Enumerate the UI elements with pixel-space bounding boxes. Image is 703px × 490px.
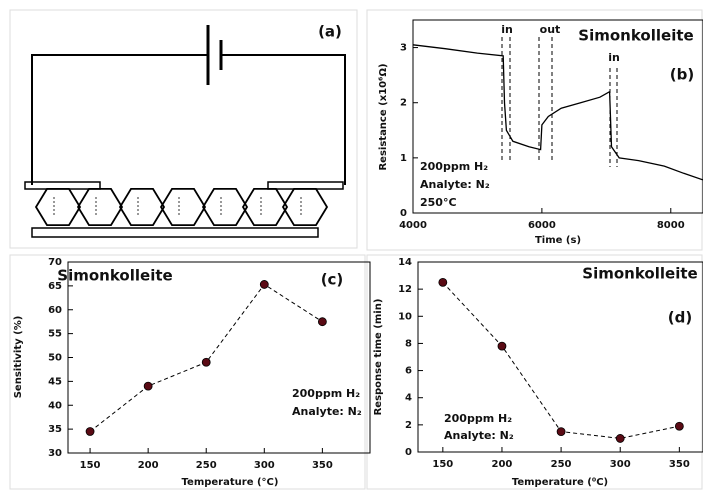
circuit bbox=[24, 25, 346, 238]
hexagon bbox=[118, 187, 166, 227]
hexagon bbox=[201, 187, 249, 227]
data-point bbox=[143, 381, 153, 391]
panel-frame bbox=[366, 9, 703, 251]
x-tick-label: 250 bbox=[551, 459, 572, 470]
hexagon bbox=[241, 187, 289, 227]
y-tick-label: 10 bbox=[398, 311, 412, 322]
panel-label: (a) bbox=[318, 23, 342, 41]
electrode bbox=[24, 181, 101, 190]
y-tick-label: 1 bbox=[400, 153, 407, 164]
annotation: Analyte: N₂ bbox=[420, 178, 490, 191]
y-tick-label: 35 bbox=[48, 424, 62, 435]
y-tick-label: 0 bbox=[405, 447, 412, 458]
data-point bbox=[259, 280, 269, 289]
hexagon bbox=[159, 187, 207, 227]
x-tick-label: 250 bbox=[196, 460, 217, 471]
chart-title: Simonkolleite bbox=[57, 267, 172, 285]
y-tick-label: 55 bbox=[48, 329, 62, 340]
annotation: Analyte: N₂ bbox=[292, 405, 362, 418]
x-axis-label: Time (s) bbox=[535, 235, 581, 246]
data-point bbox=[317, 317, 327, 327]
annotation: Analyte: N₂ bbox=[444, 429, 514, 442]
x-tick-label: 300 bbox=[610, 459, 631, 470]
data-point bbox=[615, 434, 625, 443]
hexagon bbox=[34, 187, 82, 227]
wire bbox=[31, 54, 208, 185]
y-tick-label: 70 bbox=[48, 257, 62, 268]
annotation: in bbox=[608, 51, 620, 64]
x-tick-label: 6000 bbox=[528, 220, 556, 231]
data-point bbox=[85, 427, 95, 436]
plot-frame bbox=[412, 19, 703, 214]
x-tick-label: 4000 bbox=[399, 220, 427, 231]
x-axis-label: Temperature (°C) bbox=[182, 477, 279, 488]
data-line bbox=[412, 44, 703, 181]
x-tick-label: 350 bbox=[669, 459, 690, 470]
y-tick-label: 65 bbox=[48, 281, 62, 292]
x-tick-label: 8000 bbox=[657, 220, 685, 231]
panel-label: (b) bbox=[670, 66, 694, 84]
y-tick-label: 30 bbox=[48, 448, 62, 459]
x-tick-label: 200 bbox=[492, 459, 513, 470]
panel-label: (c) bbox=[321, 271, 344, 289]
substrate bbox=[31, 227, 319, 238]
y-tick-label: 50 bbox=[48, 353, 62, 364]
y-tick-label: 12 bbox=[398, 284, 412, 295]
panel-frame bbox=[9, 254, 366, 490]
electrode bbox=[267, 181, 344, 190]
y-tick-label: 14 bbox=[398, 257, 412, 268]
y-tick-label: 2 bbox=[400, 98, 407, 109]
y-tick-label: 3 bbox=[400, 43, 407, 54]
y-axis-label: Response time (min) bbox=[373, 299, 384, 416]
x-axis-label: Temperature (⁰C) bbox=[512, 477, 608, 488]
y-tick-label: 45 bbox=[48, 376, 62, 387]
hexagon bbox=[76, 187, 124, 227]
panel-label: (d) bbox=[668, 309, 692, 327]
x-tick-label: 200 bbox=[138, 460, 159, 471]
annotation: out bbox=[540, 23, 561, 36]
x-tick-label: 350 bbox=[312, 460, 333, 471]
y-tick-label: 40 bbox=[48, 400, 62, 411]
data-point bbox=[674, 421, 684, 431]
y-tick-label: 4 bbox=[405, 393, 412, 404]
data-point bbox=[497, 341, 507, 351]
annotation: 200ppm H₂ bbox=[420, 160, 488, 173]
annotation: 200ppm H₂ bbox=[444, 412, 512, 425]
panel-frame bbox=[9, 9, 358, 249]
chart-title: Simonkolleite bbox=[582, 265, 697, 283]
y-tick-label: 60 bbox=[48, 305, 62, 316]
y-tick-label: 8 bbox=[405, 338, 412, 349]
data-point bbox=[201, 357, 211, 367]
hexagon bbox=[281, 187, 329, 227]
annotation: 250°C bbox=[420, 196, 457, 209]
annotation: 200ppm H₂ bbox=[292, 387, 360, 400]
annotation: in bbox=[501, 23, 513, 36]
x-tick-label: 150 bbox=[80, 460, 101, 471]
panel-frame bbox=[366, 254, 703, 490]
hexagons bbox=[34, 187, 329, 227]
y-tick-label: 2 bbox=[405, 420, 412, 431]
wire bbox=[222, 54, 346, 185]
data-point bbox=[438, 277, 448, 287]
plot-frame bbox=[417, 261, 703, 453]
y-tick-label: 6 bbox=[405, 366, 412, 377]
y-tick-label: 0 bbox=[400, 208, 407, 219]
y-axis-label: Sensitivity (%) bbox=[13, 316, 24, 399]
x-tick-label: 150 bbox=[432, 459, 453, 470]
x-tick-label: 300 bbox=[254, 460, 275, 471]
y-axis-label: Resistance (x10⁶Ω) bbox=[378, 63, 389, 170]
data-point bbox=[556, 427, 566, 437]
plot-frame bbox=[67, 261, 371, 454]
chart-title: Simonkolleite bbox=[578, 27, 693, 45]
